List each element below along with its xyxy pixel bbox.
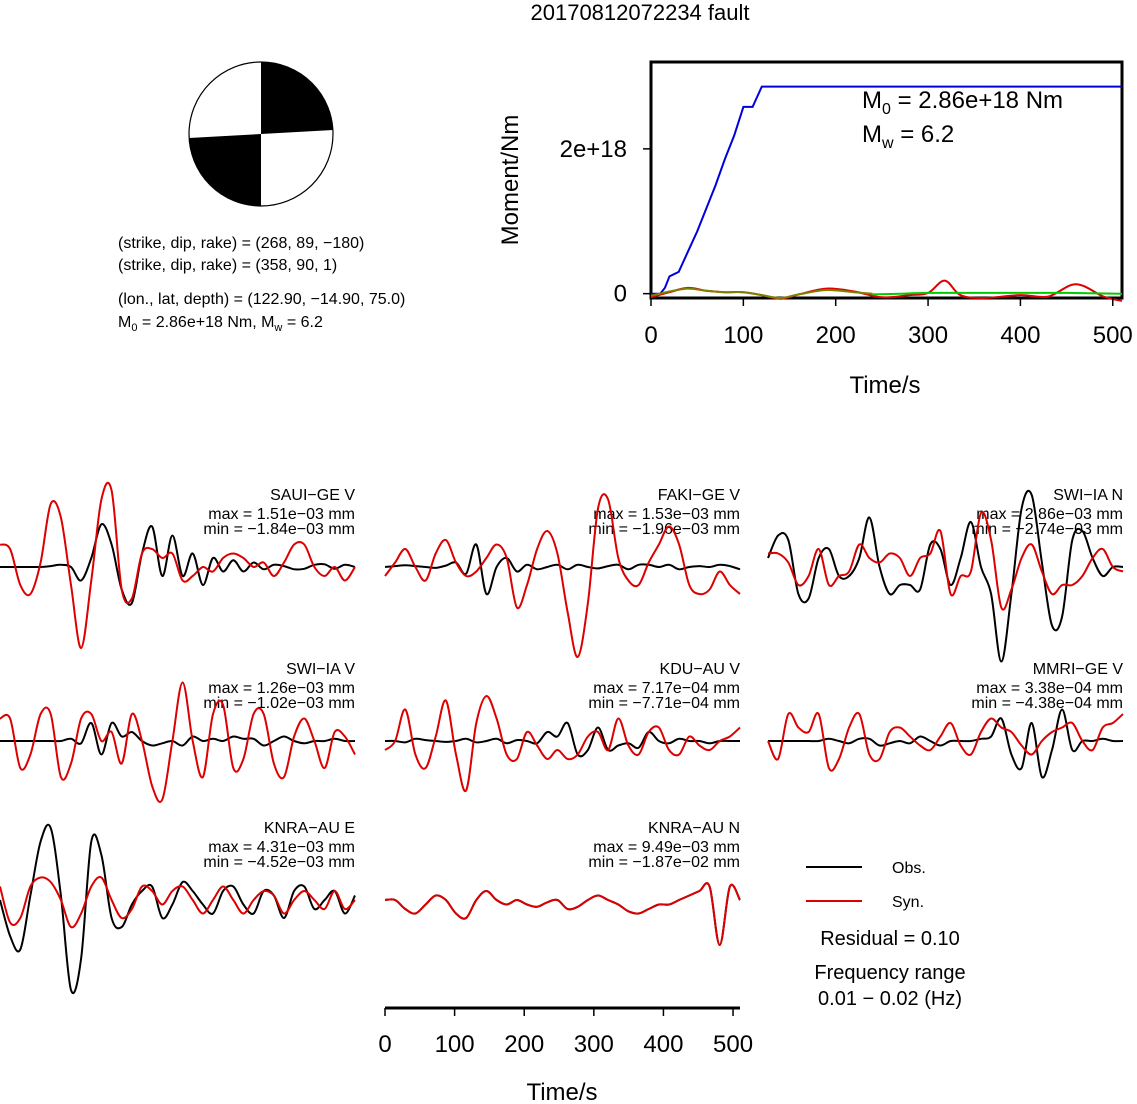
moment-series-line-0 — [651, 85, 1122, 295]
waveform-obs-trace — [0, 721, 356, 756]
station-min: min = −1.84e−03 mm — [203, 521, 355, 538]
moment-x-tick-label: 200 — [816, 322, 856, 349]
waveform-x-tick-label: 400 — [643, 1031, 683, 1058]
moment-y-tick-label: 2e+18 — [560, 136, 627, 163]
moment-chart: 0 100 200 300 400 500 0 2e+18 Time/s Moment/Nm… — [497, 60, 1133, 399]
waveform-syn-trace — [384, 882, 741, 947]
waveform-obs-trace — [384, 882, 741, 947]
waveform-legend: Obs. Syn. — [806, 860, 926, 911]
waveform-x-tick-label: 200 — [504, 1031, 544, 1058]
info-moment-line: M0 = 2.86e+18 Nm, Mw = 6.2 — [118, 314, 323, 334]
waveform-syn-trace — [0, 876, 356, 929]
station-max: max = 2.86e−03 mm — [976, 506, 1123, 523]
moment-x-tick-label: 400 — [1000, 322, 1040, 349]
figure-title: 20170812072234 fault — [531, 0, 750, 25]
station-min: min = −2.74e−03 mm — [971, 521, 1123, 538]
moment-y-axis-label: Moment/Nm — [497, 115, 524, 246]
moment-x-tick-label: 500 — [1093, 322, 1133, 349]
moment-series-line-3 — [872, 291, 1123, 296]
moment-y-tick-label: 0 — [614, 281, 627, 308]
station-name: FAKI−GE V — [658, 487, 741, 504]
waveform-x-axis-label: Time/s — [526, 1079, 597, 1104]
waveform-x-tick-label: 500 — [713, 1031, 753, 1058]
waveform-syn-trace — [384, 493, 741, 659]
waveform-obs-trace — [768, 708, 1124, 779]
station-min: min = −4.38e−04 mm — [971, 695, 1123, 712]
waveform-obs-trace — [384, 721, 740, 758]
waveform-syn-trace — [0, 481, 356, 650]
station-name: MMRI−GE V — [1033, 661, 1124, 678]
waveform-obs-trace — [0, 823, 356, 994]
station-max: max = 1.53e−03 mm — [593, 506, 740, 523]
station-name: KNRA−AU E — [264, 820, 355, 837]
waveform-x-tick-label: 300 — [574, 1031, 614, 1058]
station-min: min = −4.52e−03 mm — [203, 854, 355, 871]
waveform-syn-trace — [767, 711, 1124, 772]
waveform-syn-trace — [0, 681, 356, 803]
station-max: max = 7.17e−04 mm — [593, 680, 740, 697]
waveform-obs-trace — [384, 543, 741, 596]
info-line-1: (strike, dip, rake) = (268, 89, −180) — [118, 235, 364, 252]
frequency-range-title: Frequency range — [814, 962, 965, 984]
station-name: KDU−AU V — [660, 661, 741, 678]
legend-obs-label: Obs. — [892, 860, 926, 877]
residual-text: Residual = 0.10 — [820, 928, 960, 950]
waveform-obs-trace — [767, 489, 1124, 663]
waveform-syn-trace — [384, 695, 741, 793]
station-name: KNRA−AU N — [648, 820, 740, 837]
station-max: max = 1.51e−03 mm — [208, 506, 355, 523]
station-name: SWI−IA N — [1053, 487, 1123, 504]
focal-mechanism-beachball — [188, 61, 334, 207]
station-min: min = −7.71e−04 mm — [588, 695, 740, 712]
moment-x-tick-label: 300 — [908, 322, 948, 349]
waveform-obs-trace — [0, 523, 356, 606]
station-min: min = −1.87e−02 mm — [588, 854, 740, 871]
station-max: max = 9.49e−03 mm — [593, 839, 740, 856]
moment-annotation-m0: M0 = 2.86e+18 Nm — [862, 87, 1063, 118]
waveform-time-axis: 0 100 200 300 400 500 Time/s — [378, 1006, 753, 1104]
waveform-x-tick-label: 100 — [435, 1031, 475, 1058]
station-name: SWI−IA V — [286, 661, 355, 678]
moment-annotation-mw: Mw = 6.2 — [862, 121, 954, 152]
station-max: max = 3.38e−04 mm — [976, 680, 1123, 697]
moment-series-line-2 — [650, 287, 873, 300]
station-max: max = 1.26e−03 mm — [208, 680, 355, 697]
station-max: max = 4.31e−03 mm — [208, 839, 355, 856]
waveform-x-tick-label: 0 — [378, 1031, 391, 1058]
waveform-syn-trace — [767, 511, 1124, 611]
station-min: min = −1.02e−03 mm — [203, 695, 355, 712]
frequency-range-value: 0.01 − 0.02 (Hz) — [818, 988, 962, 1010]
moment-x-axis-label: Time/s — [849, 372, 920, 399]
info-line-3: (lon., lat, depth) = (122.90, −14.90, 75… — [118, 291, 405, 308]
legend-syn-label: Syn. — [892, 894, 924, 911]
moment-x-tick-label: 100 — [723, 322, 763, 349]
info-line-2: (strike, dip, rake) = (358, 90, 1) — [118, 257, 337, 274]
station-min: min = −1.96e−03 mm — [588, 521, 740, 538]
station-name: SAUI−GE V — [270, 487, 355, 504]
moment-x-tick-label: 0 — [644, 322, 657, 349]
